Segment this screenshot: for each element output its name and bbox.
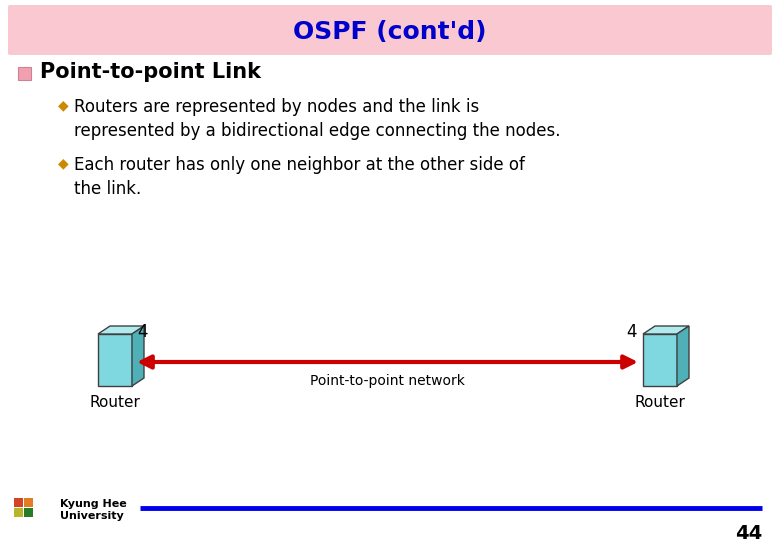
FancyBboxPatch shape: [18, 67, 31, 80]
Text: ◆: ◆: [58, 98, 69, 112]
Polygon shape: [677, 326, 689, 386]
Polygon shape: [98, 326, 144, 334]
FancyBboxPatch shape: [643, 334, 677, 386]
FancyBboxPatch shape: [98, 334, 132, 386]
Text: Point-to-point network: Point-to-point network: [310, 374, 465, 388]
Polygon shape: [132, 326, 144, 386]
Text: Router: Router: [90, 395, 140, 410]
FancyBboxPatch shape: [24, 498, 33, 507]
Text: Router: Router: [635, 395, 686, 410]
FancyBboxPatch shape: [8, 5, 772, 55]
Text: ◆: ◆: [58, 156, 69, 170]
FancyBboxPatch shape: [14, 508, 23, 517]
Text: Kyung Hee
University: Kyung Hee University: [60, 499, 126, 522]
FancyBboxPatch shape: [24, 508, 33, 517]
Text: Each router has only one neighbor at the other side of
the link.: Each router has only one neighbor at the…: [74, 156, 525, 198]
Text: OSPF (cont'd): OSPF (cont'd): [293, 20, 487, 44]
Polygon shape: [643, 326, 689, 334]
Text: 4: 4: [626, 323, 636, 341]
FancyBboxPatch shape: [14, 498, 23, 507]
Text: Point-to-point Link: Point-to-point Link: [40, 62, 261, 82]
Text: 44: 44: [735, 524, 762, 540]
Text: 4: 4: [137, 323, 147, 341]
Text: Routers are represented by nodes and the link is
represented by a bidirectional : Routers are represented by nodes and the…: [74, 98, 561, 140]
